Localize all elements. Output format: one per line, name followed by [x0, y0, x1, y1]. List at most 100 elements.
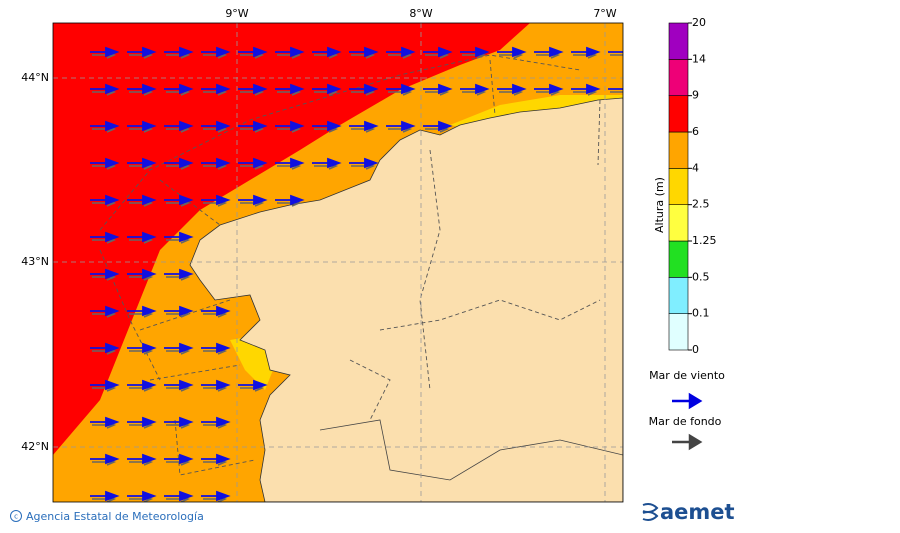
wind-arrow	[238, 379, 268, 391]
colorbar-tick-label: 0	[692, 343, 699, 356]
arrows	[90, 46, 623, 502]
colorbar-tick-label: 6	[692, 125, 699, 138]
wind-arrow	[127, 342, 157, 354]
logo-text: aemet	[660, 500, 735, 524]
wind-arrow	[571, 46, 601, 58]
logo-icon	[642, 503, 659, 521]
wind-arrow	[90, 231, 120, 243]
wind-arrow	[164, 379, 194, 391]
copyright-c: c	[14, 513, 18, 521]
wind-arrow	[164, 157, 194, 169]
colorbar-band	[668, 277, 689, 314]
wind-arrow	[201, 83, 231, 95]
wind-arrow	[164, 83, 194, 95]
wind-arrow	[90, 342, 120, 354]
wind-arrow	[90, 268, 120, 280]
credit: Agencia Estatal de Meteorología	[26, 510, 204, 523]
wind-arrow	[349, 157, 379, 169]
colorbar-band	[668, 240, 689, 278]
wind-arrow	[423, 83, 453, 95]
wind-arrow	[127, 305, 157, 317]
wind-arrow	[164, 268, 194, 280]
colorbar-tick-label: 0.1	[692, 307, 710, 320]
wind-arrow	[238, 83, 268, 95]
logo: aemet	[642, 500, 735, 524]
wind-arrow	[201, 46, 231, 58]
wind-arrow	[386, 83, 416, 95]
wind-arrow	[275, 120, 305, 132]
wind-arrow	[534, 46, 564, 58]
legend-label: Mar de viento	[649, 369, 725, 382]
wind-arrow	[238, 194, 268, 206]
sea-red	[53, 23, 530, 455]
wind-arrow	[164, 194, 194, 206]
wind-arrow	[90, 46, 120, 58]
wind-arrow	[349, 83, 379, 95]
wind-arrow	[312, 157, 342, 169]
wind-arrow	[201, 157, 231, 169]
wind-arrow	[238, 46, 268, 58]
colorbar-band	[668, 168, 689, 205]
wind-arrow	[90, 416, 120, 428]
wind-arrow	[127, 120, 157, 132]
colorbar-band	[668, 22, 689, 60]
wind-arrow	[164, 342, 194, 354]
wind-arrow	[201, 490, 231, 502]
lat-label: 42°N	[21, 440, 49, 453]
map	[53, 23, 623, 502]
wind-arrow	[423, 120, 453, 132]
colorbar-band	[668, 313, 689, 351]
wind-arrow	[460, 46, 490, 58]
legend-arrow	[672, 433, 703, 451]
legend-arrow	[672, 392, 703, 410]
colorbar-tick-label: 2.5	[692, 198, 710, 211]
wind-arrow	[571, 83, 601, 95]
wind-arrow	[497, 46, 527, 58]
lon-label: 9°W	[225, 7, 248, 20]
lon-label: 7°W	[593, 7, 616, 20]
wind-arrow	[127, 231, 157, 243]
wind-arrow	[275, 157, 305, 169]
wind-arrow	[201, 305, 231, 317]
colorbar-tick-label: 9	[692, 89, 699, 102]
border	[319, 419, 623, 481]
wind-arrow	[275, 46, 305, 58]
wind-arrow	[238, 157, 268, 169]
wind-arrow	[275, 83, 305, 95]
wind-arrow	[127, 416, 157, 428]
colorbar-tick-label: 4	[692, 161, 699, 174]
colorbar: 0 0.1 0.5 1.25 2.5 4 6 9 14 20	[668, 16, 717, 356]
colorbar-label: Altura (m)	[653, 177, 666, 233]
wind-arrow	[386, 120, 416, 132]
wind-arrow	[349, 46, 379, 58]
wind-arrow	[90, 83, 120, 95]
wind-arrow	[201, 342, 231, 354]
wind-arrow	[201, 379, 231, 391]
colorbar-band	[668, 204, 689, 242]
wind-arrow	[127, 46, 157, 58]
wind-arrow	[164, 305, 194, 317]
wind-arrow	[386, 46, 416, 58]
wind-arrow	[608, 88, 623, 90]
wind-arrow	[90, 194, 120, 206]
colorbar-tick-label: 20	[692, 16, 706, 29]
lon-label: 8°W	[409, 7, 432, 20]
wind-arrow	[201, 120, 231, 132]
colorbar-tick-label: 14	[692, 52, 706, 65]
labels: 9°W 8°W 7°W 44°N 43°N 42°N	[21, 7, 617, 453]
wind-arrow	[349, 120, 379, 132]
wind-arrow	[497, 83, 527, 95]
wind-arrow	[127, 268, 157, 280]
wind-arrow	[312, 120, 342, 132]
wind-arrow	[90, 120, 120, 132]
swell-arrow	[610, 54, 623, 56]
lat-label: 43°N	[21, 255, 49, 268]
colorbar-tick-label: 1.25	[692, 234, 717, 247]
wind-arrow	[460, 83, 490, 95]
land	[189, 97, 623, 502]
wind-arrow	[127, 157, 157, 169]
wind-arrow	[312, 83, 342, 95]
wind-arrow	[608, 51, 623, 53]
wind-arrow	[164, 120, 194, 132]
wind-arrow	[90, 379, 120, 391]
